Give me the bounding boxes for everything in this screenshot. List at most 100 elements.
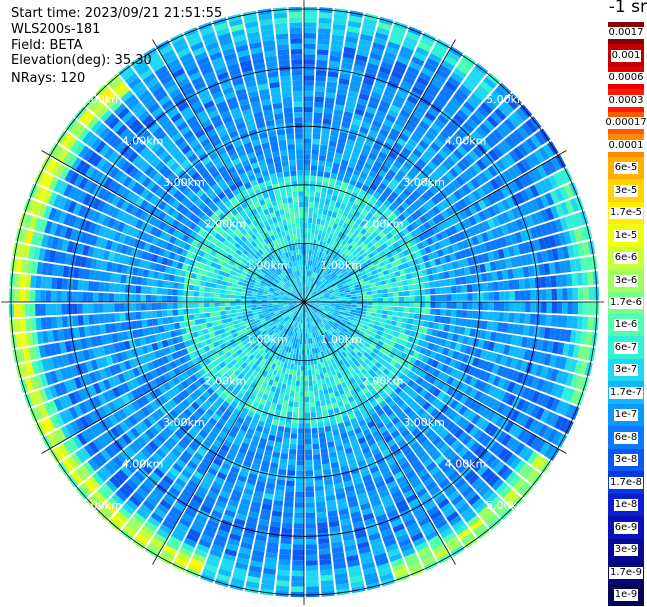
heatmap-cell <box>541 340 549 352</box>
heatmap-cell <box>305 502 315 508</box>
heatmap-cell <box>467 226 476 237</box>
heatmap-cell <box>569 359 578 373</box>
heatmap-cell <box>300 386 304 392</box>
heatmap-cell <box>306 244 310 250</box>
heatmap-cell <box>520 189 530 202</box>
heatmap-cell <box>397 286 404 292</box>
heatmap-cell <box>398 307 405 312</box>
heatmap-cell <box>119 312 126 322</box>
heatmap-cell <box>361 305 368 309</box>
heatmap-cell <box>379 275 386 281</box>
heatmap-cell <box>314 395 320 402</box>
heatmap-cell <box>348 283 354 287</box>
heatmap-cell <box>310 175 317 182</box>
heatmap-cell <box>515 255 523 267</box>
heatmap-cell <box>346 200 354 208</box>
heatmap-cell <box>306 575 319 582</box>
heatmap-cell <box>335 201 342 209</box>
heatmap-cell <box>293 407 299 413</box>
heatmap-cell <box>397 311 404 317</box>
heatmap-cell <box>445 207 455 217</box>
heatmap-cell <box>396 281 403 287</box>
heatmap-cell <box>402 104 414 114</box>
heatmap-cell <box>315 186 322 193</box>
heatmap-cell <box>340 215 347 222</box>
heatmap-cell <box>453 67 467 79</box>
heatmap-cell <box>312 218 317 224</box>
heatmap-cell <box>387 288 394 293</box>
heatmap-cell <box>522 266 530 278</box>
heatmap-cell <box>438 272 445 280</box>
heatmap-cell <box>501 100 515 114</box>
heatmap-cell <box>251 302 257 305</box>
heatmap-cell <box>338 191 345 199</box>
heatmap-cell <box>400 257 408 264</box>
heatmap-cell <box>309 196 315 203</box>
heatmap-cell <box>550 315 557 327</box>
heatmap-cell <box>503 280 510 290</box>
heatmap-cell <box>397 169 406 179</box>
heatmap-cell <box>297 449 304 455</box>
heatmap-cell <box>400 46 414 56</box>
heatmap-cell <box>336 142 346 149</box>
heatmap-cell <box>327 250 333 257</box>
heatmap-cell <box>305 465 313 471</box>
heatmap-cell <box>541 250 549 263</box>
heatmap-cell <box>456 293 463 301</box>
heatmap-cell <box>446 101 459 113</box>
heatmap-cell <box>285 368 290 375</box>
heatmap-cell <box>429 336 437 344</box>
heatmap-cell <box>403 307 410 313</box>
heatmap-cell <box>346 267 353 273</box>
heatmap-cell <box>383 328 390 334</box>
heatmap-cell <box>316 59 328 66</box>
heatmap-cell <box>209 312 216 317</box>
heatmap-cell <box>444 340 452 349</box>
heatmap-cell <box>435 69 449 80</box>
heatmap-cell <box>291 570 304 577</box>
heatmap-cell <box>367 220 374 227</box>
heatmap-cell <box>336 93 347 101</box>
heatmap-cell <box>323 259 328 266</box>
heatmap-cell <box>419 37 434 48</box>
heatmap-cell <box>338 286 344 291</box>
heatmap-cell <box>579 226 588 241</box>
heatmap-cell <box>345 144 354 152</box>
heatmap-cell <box>347 244 353 251</box>
heatmap-cell <box>400 80 413 90</box>
heatmap-cell <box>289 369 294 375</box>
heatmap-cell <box>359 33 373 42</box>
heatmap-cell <box>580 257 587 271</box>
heatmap-cell <box>542 144 555 158</box>
heatmap-cell <box>114 313 121 322</box>
heatmap-cell <box>535 196 545 210</box>
heatmap-cell <box>319 373 325 380</box>
heatmap-cell <box>385 263 393 270</box>
heatmap-cell <box>381 254 389 261</box>
heatmap-cell <box>316 218 321 225</box>
heatmap-cell <box>414 250 422 258</box>
heatmap-cell <box>349 247 356 254</box>
heatmap-cell <box>295 386 300 392</box>
heatmap-cell <box>293 528 304 535</box>
heatmap-cell <box>368 275 375 281</box>
heatmap-cell <box>409 180 419 190</box>
heatmap-cell <box>136 320 143 329</box>
heatmap-cell <box>505 258 513 269</box>
heatmap-cell <box>467 302 473 310</box>
heatmap-cell <box>311 369 316 376</box>
heatmap-cell <box>546 159 557 174</box>
heatmap-cell <box>430 302 436 308</box>
heatmap-cell <box>432 251 440 259</box>
heatmap-cell <box>306 275 308 282</box>
heatmap-cell <box>390 191 399 200</box>
heatmap-cell <box>279 543 292 550</box>
heatmap-cell <box>476 84 490 97</box>
heatmap-cell <box>312 438 319 445</box>
heatmap-cell <box>463 195 473 206</box>
heatmap-cell <box>452 133 464 145</box>
heatmap-cell <box>412 244 420 252</box>
heatmap-cell <box>440 309 447 316</box>
heatmap-cell <box>292 544 304 550</box>
heatmap-cell <box>424 164 434 175</box>
